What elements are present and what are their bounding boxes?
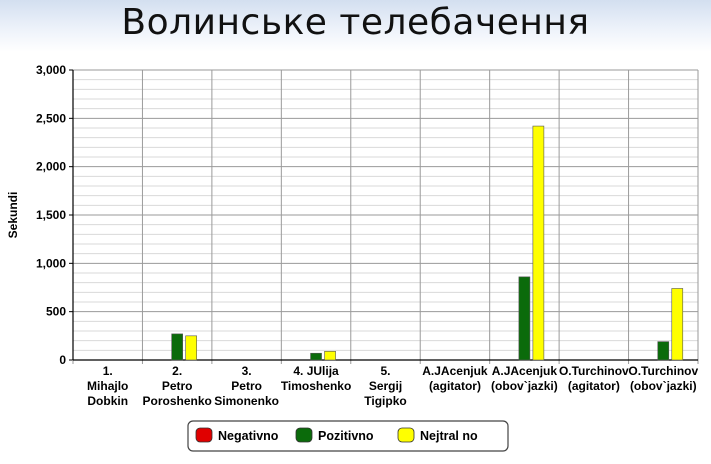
x-tick-label: A.JAcenjuk: [422, 364, 488, 378]
y-tick-label: 3,000: [36, 63, 66, 77]
x-tick-label: O.Turchinov: [628, 364, 698, 378]
x-tick-label: Tigipko: [364, 394, 406, 408]
x-tick-label: A.JAcenjuk: [492, 364, 558, 378]
legend-label: Negativno: [218, 429, 279, 443]
x-tick-label: 5.: [380, 364, 390, 378]
y-tick-label: 0: [59, 353, 66, 367]
title-banner: [0, 0, 711, 52]
x-tick-label: (agitator): [429, 379, 481, 393]
legend-swatch: [397, 427, 415, 443]
x-tick-label: (agitator): [568, 379, 620, 393]
legend-swatch: [195, 427, 213, 443]
x-tick-label: 4. JUlija: [293, 364, 339, 378]
legend-box: [187, 420, 509, 452]
legend-label: Pozitivno: [318, 429, 374, 443]
bar-nejtral-no: [532, 125, 545, 361]
x-tick-label: (obov`jazki): [491, 379, 558, 393]
bar-pozitivno: [171, 333, 183, 361]
page-title: Волинське телебачення: [121, 2, 590, 43]
bar-pozitivno: [518, 276, 531, 361]
x-tick-label: Timoshenko: [281, 379, 351, 393]
bar-pozitivno: [657, 341, 670, 361]
x-tick-label: Dobkin: [87, 394, 128, 408]
bar-nejtral-no: [671, 288, 684, 361]
x-tick-label: Petro: [162, 379, 193, 393]
y-tick-label: 1,000: [36, 256, 66, 270]
y-tick-label: 1,500: [36, 208, 66, 222]
x-tick-label: 2.: [172, 364, 182, 378]
y-tick-label: 2,000: [36, 160, 66, 174]
x-tick-label: (obov`jazki): [630, 379, 697, 393]
bar-nejtral-no: [324, 350, 336, 361]
x-tick-label: Petro: [231, 379, 262, 393]
x-tick-label: 3.: [242, 364, 252, 378]
legend-label: Nejtral no: [420, 429, 478, 443]
x-tick-label: Poroshenko: [142, 394, 211, 408]
y-tick-label: 500: [46, 305, 66, 319]
x-tick-label: Simonenko: [214, 394, 279, 408]
y-tick-label: 2,500: [36, 111, 66, 125]
y-axis-label: Sekundi: [6, 192, 20, 239]
bar-pozitivno: [310, 352, 322, 361]
bar-nejtral-no: [185, 335, 197, 361]
x-tick-label: 1.: [103, 364, 113, 378]
x-tick-label: Mihajlo: [87, 379, 128, 393]
x-tick-label: O.Turchinov: [559, 364, 629, 378]
legend-swatch: [295, 427, 313, 443]
x-tick-label: Sergij: [369, 379, 402, 393]
